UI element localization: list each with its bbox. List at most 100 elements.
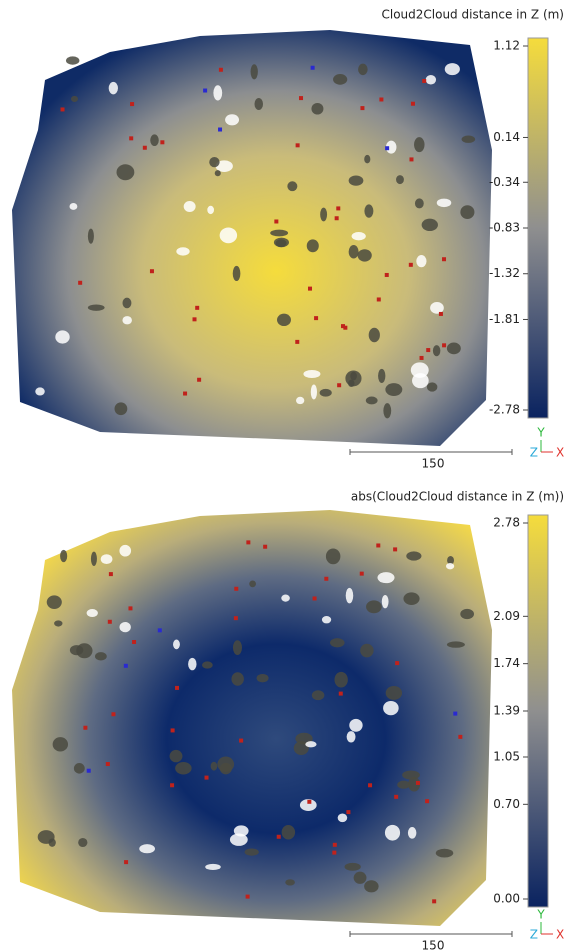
tree-cluster	[219, 227, 238, 244]
colorbar	[527, 514, 549, 908]
tree-cluster	[139, 844, 155, 854]
ground-control-point	[432, 899, 437, 904]
ground-control-point	[337, 383, 342, 388]
colorbar-tick-label: 2.78	[493, 516, 520, 530]
ground-control-point	[332, 850, 337, 855]
tree-cluster	[73, 763, 85, 774]
tree-cluster	[281, 825, 296, 840]
tree-cluster	[175, 762, 192, 775]
ground-control-point	[415, 780, 420, 785]
tree-cluster	[69, 203, 78, 210]
ground-control-point	[83, 725, 88, 730]
tree-cluster	[446, 562, 455, 570]
ground-control-point	[408, 262, 413, 267]
ground-control-point	[395, 661, 400, 666]
tree-cluster	[406, 551, 422, 561]
colorbar	[527, 37, 549, 419]
ground-control-point	[204, 775, 209, 780]
tree-cluster	[306, 239, 319, 253]
tree-cluster	[360, 643, 374, 658]
tree-cluster	[377, 572, 395, 584]
tree-cluster	[349, 718, 363, 732]
ground-control-point	[410, 101, 415, 106]
tree-cluster	[305, 741, 317, 748]
tree-cluster	[397, 780, 411, 789]
ground-control-point	[295, 143, 300, 148]
ground-control-point	[274, 219, 279, 224]
ground-control-point	[128, 606, 133, 611]
ground-control-point	[195, 305, 200, 310]
tree-cluster	[384, 824, 401, 841]
tree-cluster	[229, 833, 248, 846]
tree-cluster	[69, 645, 84, 656]
tree-cluster	[210, 761, 218, 771]
tree-cluster	[205, 863, 221, 871]
colorbar-tick-label: 2.09	[493, 609, 520, 623]
tree-cluster	[270, 229, 289, 237]
tree-cluster	[100, 554, 113, 564]
tree-cluster	[225, 114, 240, 126]
ground-control-point	[218, 67, 223, 72]
tree-cluster	[460, 608, 474, 620]
ground-control-point	[60, 107, 65, 112]
ground-control-point	[192, 317, 197, 322]
ground-control-point	[111, 712, 116, 717]
tree-cluster	[402, 770, 420, 780]
ground-control-point	[384, 272, 389, 277]
ground-control-point	[376, 297, 381, 302]
ground-control-point	[336, 206, 341, 211]
tree-cluster	[250, 64, 258, 80]
axis-z-label: Z	[530, 928, 538, 942]
ground-control-point	[218, 127, 223, 132]
tree-cluster	[364, 204, 374, 218]
tree-cluster	[385, 140, 397, 154]
scale-bar-label: 150	[422, 939, 445, 952]
tree-cluster	[444, 63, 460, 76]
ground-control-point	[332, 842, 337, 847]
colorbar-tick-label: -1.81	[489, 312, 520, 326]
tree-cluster	[430, 301, 444, 314]
ground-control-point	[170, 783, 175, 788]
ground-control-point	[132, 639, 137, 644]
tree-cluster	[353, 871, 367, 884]
tree-cluster	[217, 756, 235, 772]
tree-cluster	[435, 848, 454, 858]
tree-cluster	[65, 56, 80, 65]
ground-control-point	[453, 711, 458, 716]
ground-control-point	[409, 157, 414, 162]
tree-cluster	[273, 237, 289, 248]
colorbar-tick-label: 0.00	[493, 892, 520, 906]
colorbar-tick-label: 1.39	[493, 704, 520, 718]
tree-cluster	[256, 673, 269, 683]
tree-cluster	[201, 661, 213, 669]
ground-control-point	[310, 65, 315, 70]
ground-control-point	[175, 685, 180, 690]
ground-control-point	[359, 571, 364, 576]
tree-cluster	[385, 686, 403, 700]
tree-cluster	[213, 85, 223, 101]
axis-x-label: X	[556, 446, 564, 460]
tree-cluster	[173, 639, 180, 650]
ground-control-point	[142, 145, 147, 150]
tree-cluster	[436, 198, 452, 208]
tree-cluster	[460, 205, 475, 220]
colorbar-tick-label: -0.34	[489, 175, 520, 189]
tree-cluster	[169, 749, 183, 763]
tree-cluster	[87, 304, 105, 311]
ground-control-point	[130, 102, 135, 107]
tree-cluster	[414, 198, 424, 209]
colorbar-tick-label: 1.05	[493, 749, 520, 763]
tree-cluster	[119, 621, 131, 633]
tree-cluster	[364, 154, 371, 164]
tree-cluster	[345, 587, 354, 604]
ground-control-point	[426, 348, 431, 353]
tree-cluster	[122, 316, 132, 325]
ground-control-point	[307, 799, 312, 804]
tree-cluster	[333, 74, 348, 85]
axis-y-label: Y	[536, 908, 545, 922]
ground-control-point	[246, 540, 251, 545]
colorbar-tick-label: 1.12	[493, 39, 520, 53]
colorbar-tick-label: -1.32	[489, 266, 520, 280]
tree-cluster	[344, 862, 361, 871]
